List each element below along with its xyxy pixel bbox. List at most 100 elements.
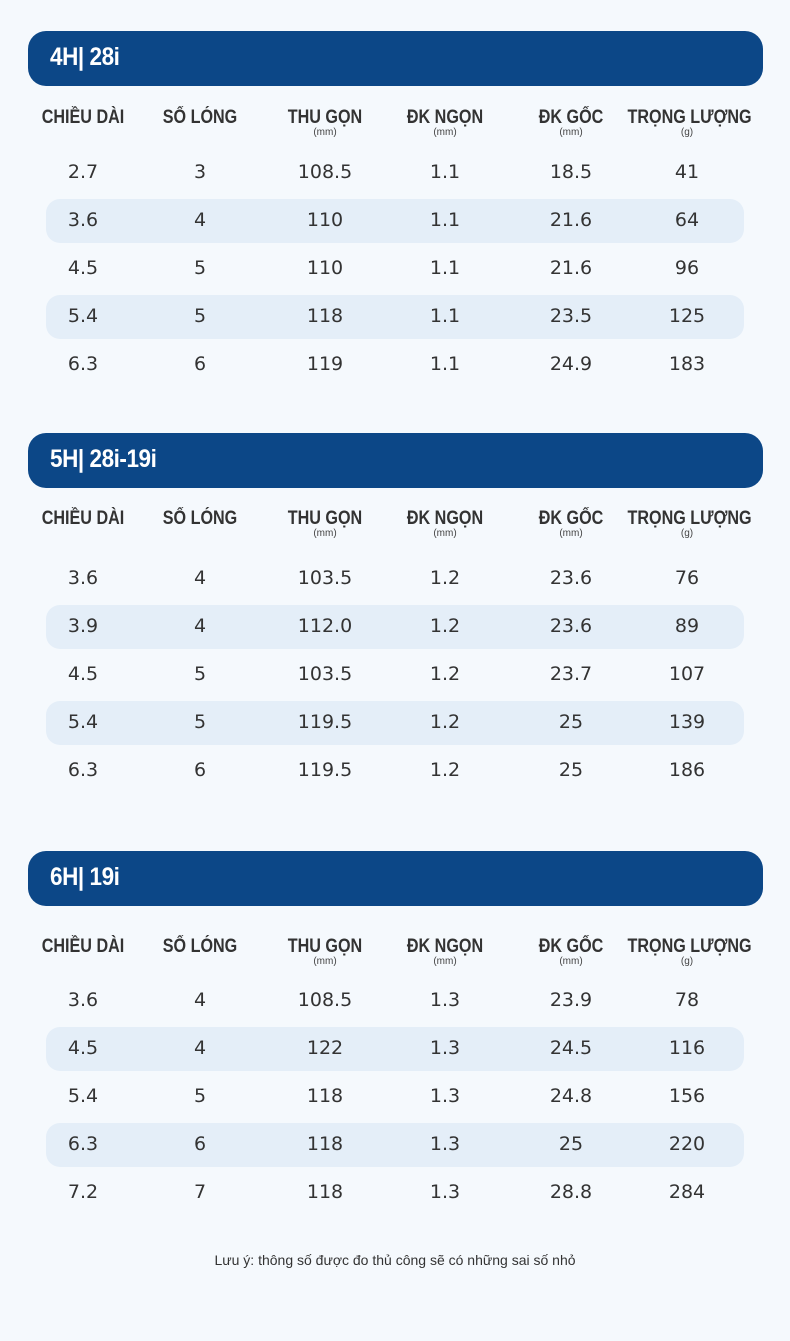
table-cell: 89 — [674, 615, 700, 637]
table-cell: 125 — [668, 305, 706, 327]
table-cell: 76 — [674, 567, 700, 589]
table-cell: 4 — [193, 209, 207, 231]
table-cell: 5.4 — [67, 305, 99, 327]
table-cell: 1.3 — [429, 1133, 461, 1155]
table-cell: 24.5 — [549, 1037, 593, 1059]
table-cell: 1.3 — [429, 989, 461, 1011]
column-header: TRỌNG LƯỢNG (g) — [617, 936, 757, 967]
column-label: ĐK GỐC — [538, 936, 604, 957]
table-cell: 139 — [668, 711, 706, 733]
table-cell: 284 — [668, 1181, 706, 1203]
table-cell: 6 — [193, 353, 207, 375]
table-cell: 4 — [193, 989, 207, 1011]
table-row: 6.3 6 118 1.3 25 220 — [46, 1123, 744, 1167]
column-label: SỐ LÓNG — [162, 107, 238, 128]
table-cell: 28.8 — [549, 1181, 593, 1203]
table-row: 3.6 4 110 1.1 21.6 64 — [46, 199, 744, 243]
table-cell: 24.8 — [549, 1085, 593, 1107]
table-cell: 1.2 — [429, 615, 461, 637]
column-header: CHIỀU DÀI — [13, 508, 153, 529]
table-row: 5.4 5 118 1.1 23.5 125 — [46, 295, 744, 339]
column-label: ĐK NGỌN — [406, 508, 484, 529]
table-row: 5.4 5 119.5 1.2 25 139 — [46, 701, 744, 745]
table-cell: 21.6 — [549, 257, 593, 279]
table-cell: 23.6 — [549, 615, 593, 637]
table-cell: 23.9 — [549, 989, 593, 1011]
table-cell: 220 — [668, 1133, 706, 1155]
table-cell: 96 — [674, 257, 700, 279]
column-header: THU GỌN (mm) — [255, 508, 395, 539]
column-label: CHIỀU DÀI — [41, 107, 125, 128]
table-cell: 118 — [306, 1085, 344, 1107]
table-cell: 5.4 — [67, 711, 99, 733]
table-cell: 1.3 — [429, 1037, 461, 1059]
table-cell: 3.6 — [67, 209, 99, 231]
column-unit: (mm) — [433, 127, 457, 138]
column-label: ĐK GỐC — [538, 107, 604, 128]
table-cell: 5.4 — [67, 1085, 99, 1107]
table-cell: 1.2 — [429, 759, 461, 781]
table-cell: 1.3 — [429, 1085, 461, 1107]
section-title: 4H| 28i — [50, 43, 120, 71]
column-label: ĐK GỐC — [538, 508, 604, 529]
column-header: ĐK NGỌN (mm) — [375, 936, 515, 967]
column-header: SỐ LÓNG — [130, 107, 270, 128]
column-unit: (mm) — [559, 528, 583, 539]
column-header: CHIỀU DÀI — [13, 936, 153, 957]
column-label: SỐ LÓNG — [162, 936, 238, 957]
table-cell: 4 — [193, 615, 207, 637]
column-unit: (mm) — [559, 127, 583, 138]
column-unit: (mm) — [313, 127, 337, 138]
table-row: 4.5 5 103.5 1.2 23.7 107 — [46, 653, 744, 697]
section-header: 5H| 28i-19i — [28, 433, 763, 488]
table-cell: 1.1 — [429, 305, 461, 327]
section-header: 4H| 28i — [28, 31, 763, 86]
table-cell: 78 — [674, 989, 700, 1011]
table-cell: 5 — [193, 1085, 207, 1107]
table-cell: 18.5 — [549, 161, 593, 183]
table-cell: 118 — [306, 1133, 344, 1155]
column-label: SỐ LÓNG — [162, 508, 238, 529]
table-cell: 5 — [193, 257, 207, 279]
table-cell: 108.5 — [297, 989, 353, 1011]
section-header: 6H| 19i — [28, 851, 763, 906]
column-label: TRỌNG LƯỢNG — [627, 107, 752, 128]
table-row: 6.3 6 119.5 1.2 25 186 — [46, 749, 744, 793]
table-cell: 6 — [193, 1133, 207, 1155]
table-cell: 116 — [668, 1037, 706, 1059]
table-cell: 110 — [306, 257, 344, 279]
table-row: 6.3 6 119 1.1 24.9 183 — [46, 343, 744, 387]
footnote: Lưu ý: thông số được đo thủ công sẽ có n… — [214, 1252, 576, 1268]
table-row: 3.6 4 103.5 1.2 23.6 76 — [46, 557, 744, 601]
column-header: THU GỌN (mm) — [255, 107, 395, 138]
table-cell: 5 — [193, 663, 207, 685]
column-header: THU GỌN (mm) — [255, 936, 395, 967]
table-cell: 23.6 — [549, 567, 593, 589]
table-cell: 2.7 — [67, 161, 99, 183]
table-cell: 1.3 — [429, 1181, 461, 1203]
column-unit: (mm) — [433, 956, 457, 967]
table-cell: 24.9 — [549, 353, 593, 375]
column-header: TRỌNG LƯỢNG (g) — [617, 107, 757, 138]
table-row: 4.5 4 122 1.3 24.5 116 — [46, 1027, 744, 1071]
column-label: TRỌNG LƯỢNG — [627, 936, 752, 957]
table-cell: 25 — [558, 711, 584, 733]
column-header: ĐK NGỌN (mm) — [375, 508, 515, 539]
table-cell: 4.5 — [67, 1037, 99, 1059]
table-cell: 23.5 — [549, 305, 593, 327]
table-cell: 7 — [193, 1181, 207, 1203]
table-cell: 3 — [193, 161, 207, 183]
table-cell: 103.5 — [297, 567, 353, 589]
table-cell: 1.1 — [429, 353, 461, 375]
section-title: 5H| 28i-19i — [50, 445, 157, 473]
column-header: CHIỀU DÀI — [13, 107, 153, 128]
table-cell: 5 — [193, 711, 207, 733]
table-cell: 25 — [558, 1133, 584, 1155]
table-row: 7.2 7 118 1.3 28.8 284 — [46, 1171, 744, 1215]
table-cell: 6.3 — [67, 1133, 99, 1155]
table-cell: 3.6 — [67, 567, 99, 589]
table-row: 4.5 5 110 1.1 21.6 96 — [46, 247, 744, 291]
column-unit: (g) — [680, 956, 694, 967]
column-unit: (mm) — [433, 528, 457, 539]
table-cell: 186 — [668, 759, 706, 781]
